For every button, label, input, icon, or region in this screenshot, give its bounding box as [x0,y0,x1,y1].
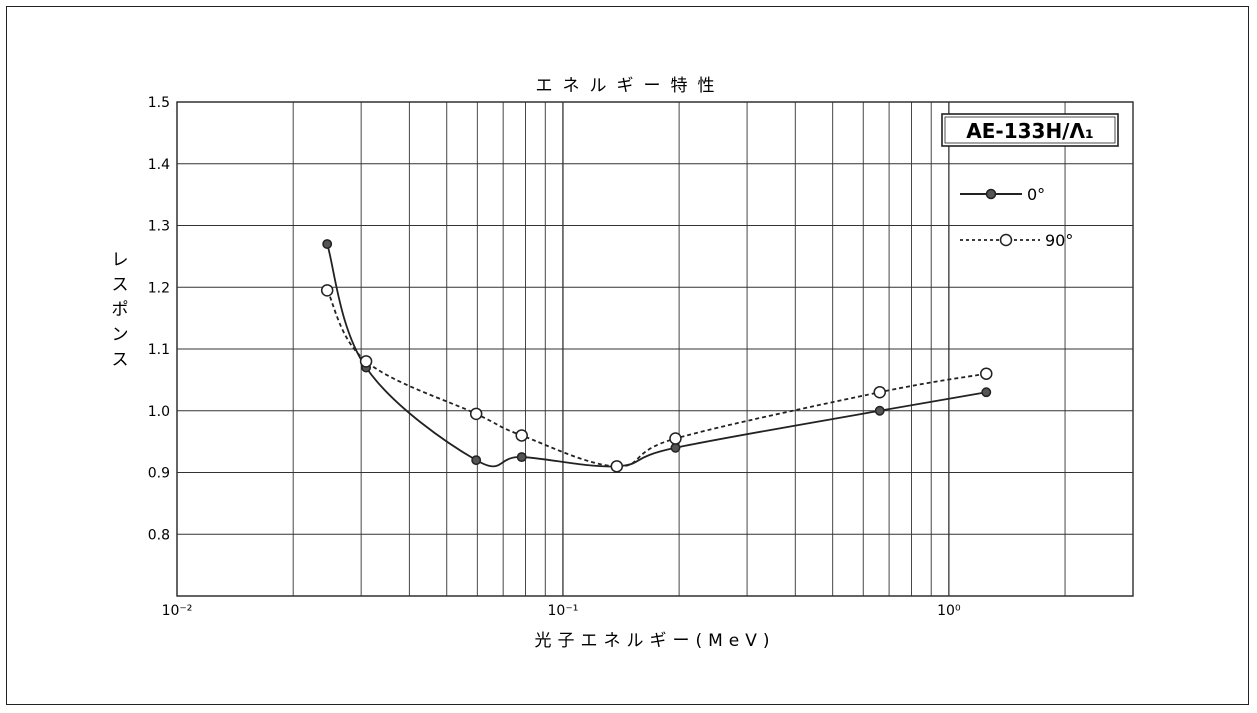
y-tick-label: 1.3 [148,219,170,235]
chart-title: エネルギー特性 [536,76,725,96]
y-axis-label-char: レ [112,250,129,270]
series-0-point [874,405,885,416]
series-1-point [320,284,334,297]
series-line-0 [326,243,987,468]
y-tick-label: 1.5 [148,95,170,111]
grid-layer [176,101,1134,597]
y-tick-label: 1.1 [148,342,170,358]
y-tick-label: 1.0 [148,404,170,420]
series-0-point [670,442,681,453]
legend-item-0: 0° [960,185,1045,204]
series-layer [320,239,993,473]
x-tick-label: 10⁻¹ [548,603,579,619]
legend: AE-133H/Λ₁ 0° 90° [941,113,1119,250]
series-1-point [515,429,528,442]
series-0-point [322,239,333,249]
y-tick-label: 0.9 [148,466,170,482]
legend-label-1: 90° [1045,231,1073,250]
series-0-point [471,455,482,466]
x-tick-label: 10⁻² [162,603,193,619]
series-0-point [516,452,527,463]
legend-item-1: 90° [960,231,1073,250]
y-tick-label: 1.4 [148,157,170,173]
series-1-point [873,385,886,399]
x-tick-label: 10⁰ [937,603,961,619]
y-tick-label: 1.2 [148,280,170,296]
x-axis-label: 光子エネルギー(MeV) [534,631,775,651]
series-1-point [669,432,682,445]
y-axis-label-char: ポ [112,300,129,320]
series-1-point [980,367,993,380]
y-axis-label-char: ス [112,275,129,295]
figure-frame [6,6,1249,705]
series-line-1 [326,289,987,468]
legend-label-0: 0° [1027,185,1045,204]
series-1-point [359,355,373,368]
badge-label: AE-133H/Λ₁ [966,119,1093,143]
series-1-point [610,460,624,473]
badge: AE-133H/Λ₁ [941,113,1119,147]
series-1-point [469,407,483,421]
y-tick-label: 0.8 [148,527,170,543]
y-axis-label-char: ン [112,325,129,345]
series-0-point [981,387,992,398]
y-axis-label-char: ス [112,350,129,370]
